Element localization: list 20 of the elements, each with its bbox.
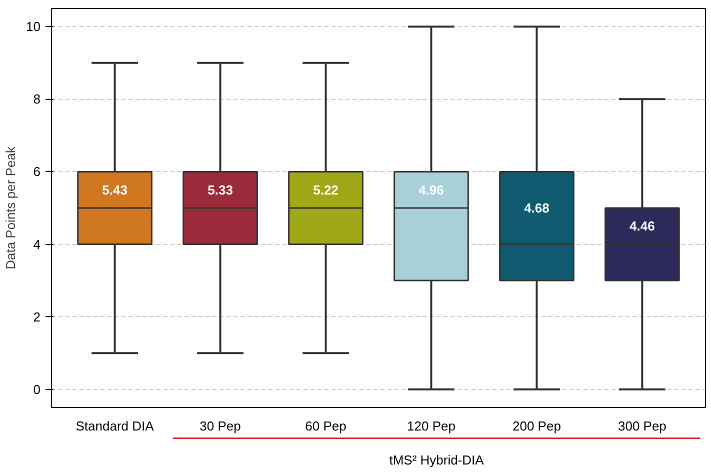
y-tick-label: 8 xyxy=(33,92,41,107)
x-tick-label: 30 Pep xyxy=(200,418,241,434)
annotation: 5.33 xyxy=(208,182,233,198)
annotation: 5.22 xyxy=(313,182,338,198)
x-tick-label: 60 Pep xyxy=(305,418,346,434)
x-tick-label: 300 Pep xyxy=(618,418,666,434)
y-tick-label: 4 xyxy=(33,236,41,252)
annotation: 4.68 xyxy=(524,200,550,216)
y-tick-label: 10 xyxy=(26,19,41,34)
y-tick-label: 2 xyxy=(33,309,41,324)
x-tick-label: Standard DIA xyxy=(76,418,154,434)
annotation: 4.96 xyxy=(418,182,444,198)
y-axis-title: Data Points per Peak xyxy=(3,146,18,270)
y-tick-label: 6 xyxy=(33,164,41,180)
annotation: 5.43 xyxy=(102,182,128,198)
annotation: 4.46 xyxy=(630,218,655,234)
text: tMS² Hybrid-DIA xyxy=(389,452,484,468)
x-tick-label: 200 Pep xyxy=(512,418,561,434)
y-tick-label: 0 xyxy=(33,382,41,397)
x-tick-label: 120 Pep xyxy=(407,418,456,434)
